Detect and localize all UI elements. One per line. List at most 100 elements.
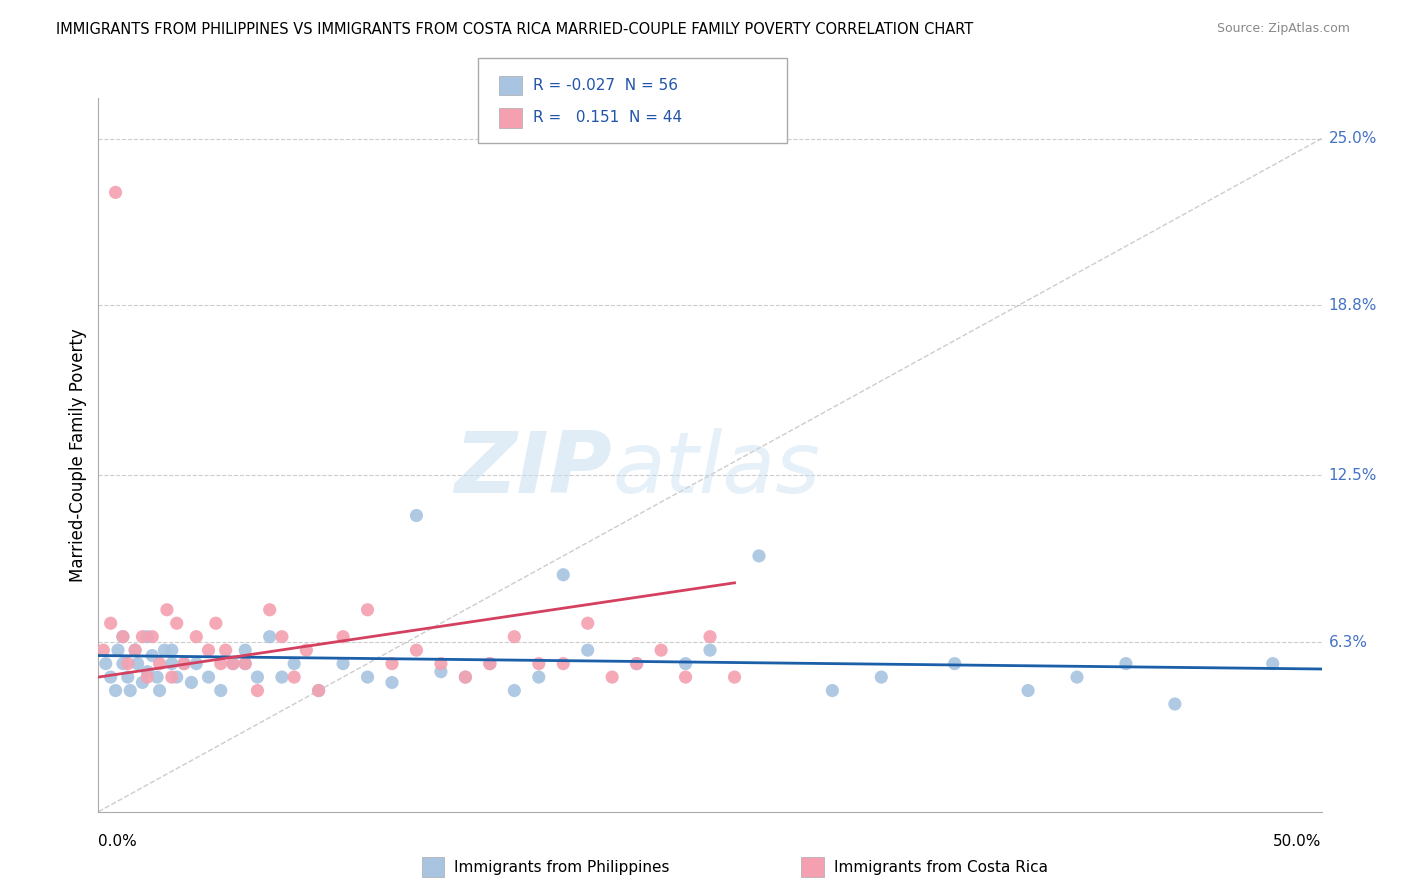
Point: [111, 630, 134, 644]
Text: ZIP: ZIP: [454, 427, 612, 511]
Point: [160, 643, 183, 657]
Point: [136, 670, 159, 684]
Point: [127, 657, 149, 671]
Text: R =   0.151  N = 44: R = 0.151 N = 44: [533, 111, 682, 125]
Point: [197, 670, 219, 684]
Point: [100, 616, 122, 631]
Point: [1066, 670, 1088, 684]
Point: [699, 630, 721, 644]
Point: [1115, 657, 1137, 671]
Point: [222, 657, 245, 671]
Point: [104, 186, 127, 200]
Point: [381, 657, 404, 671]
Point: [166, 616, 188, 631]
Point: [503, 630, 526, 644]
Point: [156, 603, 179, 617]
Point: [173, 657, 195, 671]
Point: [699, 643, 721, 657]
Point: [626, 657, 648, 671]
Point: [1164, 697, 1187, 711]
Point: [1017, 683, 1039, 698]
Point: [675, 657, 697, 671]
Text: IMMIGRANTS FROM PHILIPPINES VS IMMIGRANTS FROM COSTA RICA MARRIED-COUPLE FAMILY : IMMIGRANTS FROM PHILIPPINES VS IMMIGRANT…: [56, 22, 973, 37]
Point: [160, 657, 183, 671]
Point: [821, 683, 844, 698]
Point: [270, 670, 294, 684]
Point: [381, 675, 404, 690]
Point: [576, 616, 599, 631]
Point: [117, 657, 139, 671]
Point: [283, 670, 305, 684]
Point: [430, 665, 453, 679]
Text: 6.3%: 6.3%: [1329, 634, 1368, 649]
Text: 12.5%: 12.5%: [1329, 467, 1376, 483]
Point: [748, 549, 770, 563]
Point: [149, 683, 172, 698]
Point: [186, 657, 208, 671]
Point: [576, 643, 599, 657]
Point: [117, 670, 139, 684]
Point: [136, 665, 159, 679]
Point: [186, 630, 208, 644]
Point: [209, 683, 232, 698]
Point: [553, 657, 575, 671]
Point: [454, 670, 477, 684]
Point: [527, 657, 550, 671]
Point: [166, 670, 188, 684]
Point: [111, 657, 134, 671]
Point: [136, 630, 159, 644]
Text: 25.0%: 25.0%: [1329, 131, 1376, 146]
Point: [111, 630, 134, 644]
Point: [478, 657, 501, 671]
Point: [1261, 657, 1284, 671]
Point: [478, 657, 501, 671]
Point: [233, 643, 256, 657]
Point: [430, 657, 453, 671]
Point: [259, 630, 281, 644]
Point: [454, 670, 477, 684]
Point: [405, 508, 427, 523]
Point: [332, 630, 354, 644]
Point: [553, 567, 575, 582]
Point: [91, 643, 114, 657]
Point: [124, 643, 146, 657]
Y-axis label: Married-Couple Family Poverty: Married-Couple Family Poverty: [69, 328, 87, 582]
Text: 18.8%: 18.8%: [1329, 298, 1376, 313]
Point: [146, 670, 169, 684]
Point: [308, 683, 330, 698]
Text: Source: ZipAtlas.com: Source: ZipAtlas.com: [1216, 22, 1350, 36]
Point: [100, 670, 122, 684]
Text: atlas: atlas: [612, 427, 820, 511]
Point: [104, 683, 127, 698]
Point: [259, 603, 281, 617]
Point: [107, 643, 129, 657]
Point: [131, 630, 153, 644]
Point: [356, 603, 378, 617]
Point: [527, 670, 550, 684]
Point: [356, 670, 378, 684]
Point: [650, 643, 672, 657]
Point: [295, 643, 318, 657]
Text: Immigrants from Costa Rica: Immigrants from Costa Rica: [834, 860, 1047, 874]
Point: [141, 630, 163, 644]
Point: [246, 670, 269, 684]
Point: [503, 683, 526, 698]
Point: [870, 670, 893, 684]
Point: [131, 675, 153, 690]
Point: [124, 643, 146, 657]
Point: [120, 683, 142, 698]
Point: [270, 630, 294, 644]
Point: [723, 670, 745, 684]
Point: [943, 657, 966, 671]
Text: Immigrants from Philippines: Immigrants from Philippines: [454, 860, 669, 874]
Text: 50.0%: 50.0%: [1274, 834, 1322, 849]
Point: [214, 643, 236, 657]
Point: [246, 683, 269, 698]
Text: 0.0%: 0.0%: [98, 834, 138, 849]
Point: [180, 675, 202, 690]
Text: R = -0.027  N = 56: R = -0.027 N = 56: [533, 78, 678, 93]
Point: [94, 657, 117, 671]
Point: [233, 657, 256, 671]
Point: [332, 657, 354, 671]
Point: [173, 657, 195, 671]
